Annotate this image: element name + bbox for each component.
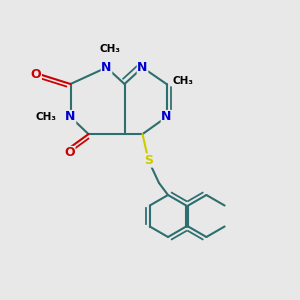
Text: N: N [137,61,148,74]
Text: O: O [64,146,75,160]
Text: N: N [65,110,76,124]
Text: S: S [144,154,153,167]
Text: N: N [101,61,112,74]
Text: N: N [161,110,172,124]
Text: O: O [31,68,41,81]
Text: CH₃: CH₃ [99,44,120,54]
Text: CH₃: CH₃ [35,112,56,122]
Text: CH₃: CH₃ [172,76,194,86]
